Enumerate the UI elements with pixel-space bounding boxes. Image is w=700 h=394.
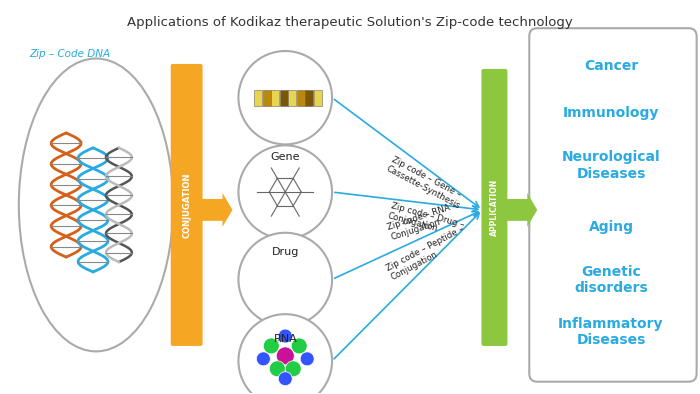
Text: CONJUGATION: CONJUGATION (182, 172, 191, 238)
FancyBboxPatch shape (482, 69, 508, 346)
Bar (254, 90, 262, 106)
Circle shape (300, 352, 314, 366)
Circle shape (239, 145, 332, 239)
Circle shape (263, 338, 279, 354)
Text: Inflammatory
Diseases: Inflammatory Diseases (558, 317, 664, 348)
Circle shape (291, 338, 307, 354)
FancyArrow shape (201, 193, 232, 227)
Text: Aging: Aging (589, 220, 634, 234)
Text: Immunology: Immunology (563, 106, 659, 120)
Circle shape (270, 361, 286, 377)
Bar (288, 90, 296, 106)
Circle shape (239, 233, 332, 326)
Bar (280, 90, 288, 106)
Bar (262, 90, 271, 106)
FancyArrow shape (505, 193, 538, 227)
Circle shape (286, 361, 301, 377)
Circle shape (239, 51, 332, 144)
Text: APPLICATION: APPLICATION (490, 179, 499, 236)
Text: RNA: RNA (274, 334, 297, 344)
Text: Genetic
disorders: Genetic disorders (574, 264, 648, 295)
Circle shape (279, 372, 292, 386)
Text: Drug: Drug (272, 247, 299, 256)
FancyBboxPatch shape (529, 28, 696, 382)
Bar (305, 90, 313, 106)
Text: Applications of Kodikaz therapeutic Solution's Zip-code technology: Applications of Kodikaz therapeutic Solu… (127, 16, 573, 29)
Circle shape (256, 352, 270, 366)
Circle shape (279, 329, 292, 343)
Bar (272, 90, 279, 106)
Text: Zip – Code DNA: Zip – Code DNA (29, 49, 111, 59)
Circle shape (239, 314, 332, 394)
Bar (297, 90, 304, 106)
FancyBboxPatch shape (171, 64, 202, 346)
Bar (314, 90, 321, 106)
Text: Neurological
Diseases: Neurological Diseases (561, 151, 660, 180)
Circle shape (276, 347, 294, 365)
Text: Zip code – Gene –
Cassette-Synthesis: Zip code – Gene – Cassette-Synthesis (385, 155, 467, 211)
Text: Zip code – Drug –
Conjugation: Zip code – Drug – Conjugation (387, 202, 465, 240)
Text: Cancer: Cancer (584, 59, 638, 73)
Text: Zip code – RNA –
Conjugation: Zip code – RNA – Conjugation (386, 201, 461, 242)
Text: Gene: Gene (270, 152, 300, 162)
Text: Zip code – Peptide –
Conjugation: Zip code – Peptide – Conjugation (385, 224, 470, 282)
